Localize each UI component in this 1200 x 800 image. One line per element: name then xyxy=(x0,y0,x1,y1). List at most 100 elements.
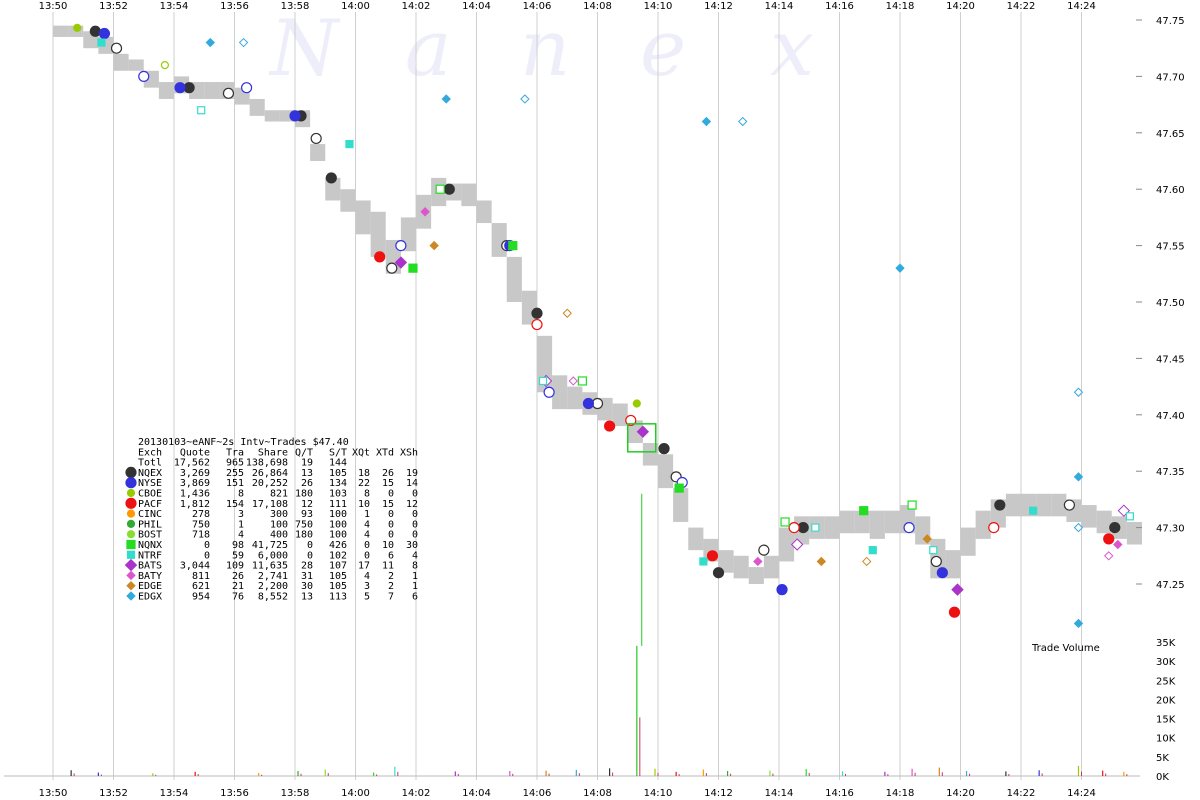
trade-marker-ntrf xyxy=(1125,512,1135,521)
trade-marker-baty xyxy=(420,207,430,217)
table-header-cell: XQt xyxy=(352,447,370,458)
table-row-cell: 11 xyxy=(382,561,394,572)
trade-marker-nyse xyxy=(582,397,595,410)
table-row-cell: 0 xyxy=(364,540,370,551)
legend-marker-edge xyxy=(126,580,136,591)
watermark-letter: N xyxy=(268,4,341,94)
trade-marker-nqex xyxy=(89,25,101,37)
table-row-cell: 750 xyxy=(295,519,313,530)
volume-label: Trade Volume xyxy=(1031,643,1100,654)
table-row-cell: BATY xyxy=(138,571,162,582)
table-row-cell: EDGX xyxy=(138,592,162,603)
trade-marker-pacf xyxy=(603,420,616,432)
trade-marker-edgx xyxy=(701,116,712,127)
table-row-cell: 8 xyxy=(238,489,244,500)
x-tick-label-top: 13:50 xyxy=(39,1,68,12)
table-row-cell: 4 xyxy=(238,530,244,541)
table-row-cell: 26,864 xyxy=(252,468,288,479)
trade-marker-edge xyxy=(816,556,827,567)
trade-marker-nyse xyxy=(241,82,253,94)
table-row-cell: NTRF xyxy=(138,550,162,561)
table-row-cell: 100 xyxy=(329,509,347,520)
table-row-cell: 13 xyxy=(301,592,313,603)
trade-marker-nqex xyxy=(443,183,455,195)
table-row-cell: 1 xyxy=(412,571,418,582)
nbbo-segment xyxy=(688,527,704,551)
table-row-cell: 8 xyxy=(412,561,418,572)
trade-marker-pacf xyxy=(788,521,800,534)
x-tick-label-bottom: 13:54 xyxy=(160,788,189,799)
trade-marker-nqex xyxy=(222,87,235,99)
axis-labels: 13:50 13:50 13:52 13:52 13:54 13:54 13:56 13:56… xyxy=(39,1,1185,799)
x-tick-label-bottom: 14:12 xyxy=(704,788,733,799)
table-row-cell: 10 xyxy=(382,540,394,551)
nbbo-segment xyxy=(839,510,855,534)
nbbo-segment xyxy=(673,488,689,522)
nbbo-segment xyxy=(461,183,477,207)
x-tick-label-bottom: 14:16 xyxy=(825,788,854,799)
table-row-cell: 4 xyxy=(364,530,370,541)
nbbo-segment xyxy=(355,200,371,235)
trade-marker-nqex xyxy=(712,567,725,579)
nbbo-segment xyxy=(128,59,144,71)
nbbo-segment xyxy=(310,144,326,161)
trade-marker-pacf xyxy=(948,606,961,618)
table-row-cell: CBOE xyxy=(138,489,162,500)
table-row-cell: 113 xyxy=(329,592,347,603)
table-row-cell: 14 xyxy=(406,478,418,489)
legend-marker-phil xyxy=(126,519,136,529)
table-row-cell: 18 xyxy=(358,468,370,479)
watermark-letter: e xyxy=(640,4,686,94)
table-row-cell: 26 xyxy=(232,571,244,582)
table-row-cell: 100 xyxy=(270,519,288,530)
table-row-cell: 0 xyxy=(364,550,370,561)
x-tick-label-top: 14:12 xyxy=(704,1,733,12)
nbbo-segment xyxy=(1036,493,1052,517)
table-row-cell: 8 xyxy=(364,489,370,500)
table-total-cell: 17,562 xyxy=(174,458,210,469)
nbbo-segment xyxy=(627,420,643,443)
table-row-cell: 0 xyxy=(412,530,418,541)
table-row-cell: 811 xyxy=(192,571,210,582)
trade-marker-edgx xyxy=(205,37,216,48)
trade-marker-cboe xyxy=(160,61,170,70)
table-row-cell: 93 xyxy=(301,509,313,520)
table-row-cell: 17 xyxy=(358,561,370,572)
table-row-cell: 105 xyxy=(329,468,347,479)
nbbo-segment xyxy=(204,82,220,99)
table-row-cell: 300 xyxy=(270,509,288,520)
table-row-cell: 8,552 xyxy=(258,592,288,603)
x-tick-label-bottom: 14:20 xyxy=(946,788,975,799)
table-header-cell: Exch xyxy=(138,447,162,458)
trade-marker-nyse xyxy=(776,584,788,596)
x-tick-label-bottom: 13:58 xyxy=(281,788,310,799)
watermark-letter: n xyxy=(520,4,570,94)
x-tick-label-top: 14:08 xyxy=(583,1,612,12)
trade-marker-pacf xyxy=(625,414,637,427)
trade-marker-ntrf xyxy=(345,139,354,149)
legend-marker-bost xyxy=(126,530,136,539)
trade-marker-edgx xyxy=(737,116,748,127)
trade-marker-edgx xyxy=(895,263,905,273)
trade-marker-nyse xyxy=(98,27,111,40)
trade-marker-nqnx xyxy=(435,184,445,194)
trade-marker-bats xyxy=(951,583,964,596)
y-tick-label: 47.45 xyxy=(1156,354,1185,365)
trade-marker-pacf xyxy=(531,318,543,331)
x-tick-label-top: 13:52 xyxy=(99,1,128,12)
table-row-cell: 400 xyxy=(270,530,288,541)
table-row-cell: 0 xyxy=(388,489,394,500)
x-tick-label-bottom: 13:52 xyxy=(99,788,128,799)
table-row-cell: 0 xyxy=(412,509,418,520)
watermark-letter: a xyxy=(405,4,452,94)
volume-tick-label: 10K xyxy=(1156,734,1176,745)
table-row-cell: 0 xyxy=(388,530,394,541)
table-row-cell: 0 xyxy=(204,540,210,551)
table-row-cell: 98 xyxy=(232,540,244,551)
table-row-cell: 1,436 xyxy=(180,489,210,500)
table-row-cell: 59 xyxy=(232,550,244,561)
nbbo-segment xyxy=(113,53,129,71)
table-row-cell: 180 xyxy=(295,489,313,500)
trade-marker-bats xyxy=(790,538,804,551)
trade-marker-nqex xyxy=(758,544,770,556)
